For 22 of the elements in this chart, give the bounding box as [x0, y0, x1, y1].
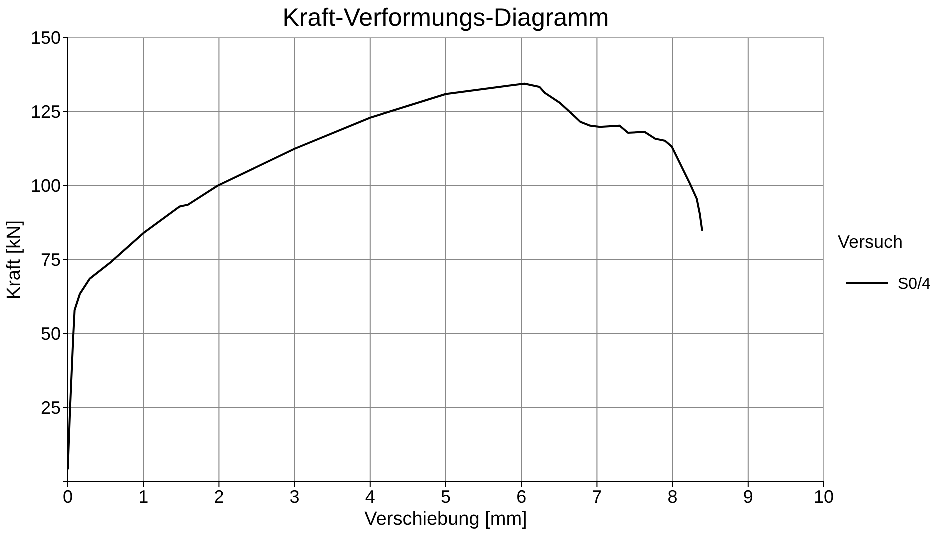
x-tick-label: 10: [814, 487, 834, 507]
y-tick-label: 125: [30, 102, 61, 122]
x-tick-label: 6: [516, 487, 527, 507]
y-tick-label: 100: [30, 176, 61, 196]
x-tick-label: 4: [365, 487, 376, 507]
x-axis-title: Verschiebung [mm]: [364, 509, 528, 530]
chart-title: Kraft-Verformungs-Diagramm: [282, 4, 610, 32]
y-axis-title: Kraft [kN]: [4, 220, 25, 300]
x-tick-label: 8: [668, 487, 678, 507]
y-tick-label: 150: [30, 28, 61, 48]
x-tick-label: 9: [743, 487, 754, 507]
legend-label: S0/4: [898, 276, 932, 293]
x-tick-label: 5: [440, 487, 452, 507]
y-tick-label: 50: [40, 324, 61, 344]
y-tick-label: 75: [40, 250, 61, 270]
legend-title: Versuch: [838, 232, 904, 252]
x-tick-label: 3: [290, 487, 300, 507]
x-tick-label: 7: [592, 487, 602, 507]
y-tick-label: 25: [40, 398, 61, 418]
x-tick-label: 0: [62, 487, 74, 507]
x-tick-label: 2: [214, 487, 224, 507]
x-tick-label: 1: [138, 487, 149, 507]
